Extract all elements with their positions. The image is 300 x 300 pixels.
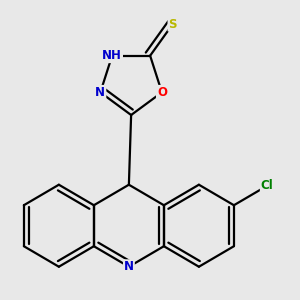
Text: Cl: Cl [261,179,274,192]
Text: NH: NH [102,49,122,62]
Text: N: N [124,260,134,273]
Text: N: N [95,86,105,99]
Text: O: O [157,86,167,99]
Text: S: S [169,18,177,31]
